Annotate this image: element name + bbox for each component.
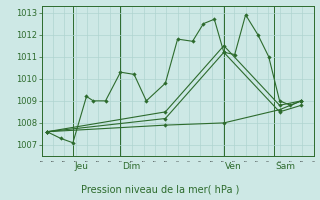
- Text: Ven: Ven: [225, 162, 242, 171]
- Text: Jeu: Jeu: [74, 162, 88, 171]
- Text: Dim: Dim: [122, 162, 140, 171]
- Text: Sam: Sam: [276, 162, 296, 171]
- Text: Pression niveau de la mer( hPa ): Pression niveau de la mer( hPa ): [81, 184, 239, 194]
